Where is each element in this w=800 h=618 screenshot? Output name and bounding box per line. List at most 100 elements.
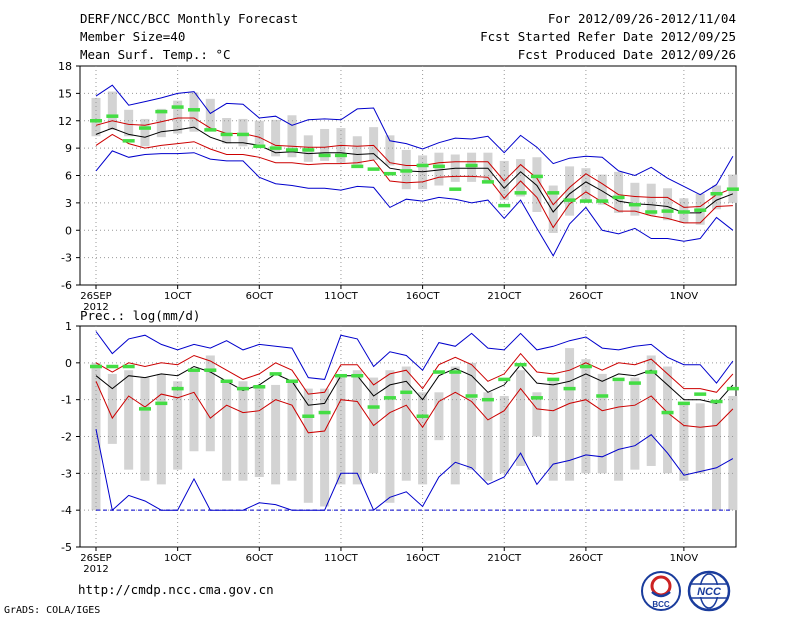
median-marker: [90, 119, 102, 123]
spread-box: [646, 355, 656, 466]
median-marker: [204, 128, 217, 132]
x-tick-label: 26SEP: [80, 291, 111, 302]
median-marker: [90, 364, 102, 369]
spread-box: [581, 359, 591, 474]
x-tick-label: 16OCT: [406, 553, 441, 564]
spread-box: [516, 159, 526, 197]
spread-box: [548, 185, 558, 233]
median-marker: [416, 163, 429, 168]
median-marker: [628, 381, 641, 385]
spread-box: [140, 377, 150, 481]
x-tick-label: 21OCT: [487, 553, 522, 564]
median-marker: [302, 148, 315, 152]
median-marker: [318, 153, 331, 158]
precipitation-panel-title: Prec.: log(mm/d): [80, 308, 200, 323]
median-marker: [269, 372, 282, 376]
member-size-label: Member Size=40: [80, 29, 186, 44]
median-marker: [236, 386, 249, 391]
spread-box: [401, 366, 411, 481]
spread-box: [189, 370, 199, 452]
median-marker: [596, 199, 609, 203]
y-tick-label: 15: [58, 87, 72, 100]
median-marker: [253, 385, 266, 389]
median-marker: [171, 386, 184, 391]
spread-box: [450, 366, 460, 485]
median-marker: [334, 373, 347, 378]
median-marker: [596, 394, 609, 398]
spread-box: [369, 127, 379, 160]
spread-box: [483, 152, 493, 182]
spread-box: [597, 373, 607, 474]
spread-box: [418, 155, 428, 190]
source-url[interactable]: http://cmdp.ncc.cma.gov.cn: [78, 582, 274, 597]
spread-box: [532, 392, 542, 437]
spread-box: [107, 91, 117, 130]
median-marker: [171, 105, 184, 109]
spread-box: [320, 128, 330, 161]
median-marker: [285, 148, 298, 152]
y-tick-label: 12: [58, 115, 72, 128]
spread-box: [712, 185, 722, 210]
variable-label: Mean Surf. Temp.: °C: [80, 47, 231, 62]
median-marker: [677, 401, 690, 406]
median-marker: [514, 362, 527, 367]
y-tick-label: -4: [61, 504, 72, 517]
median-marker: [383, 171, 396, 176]
median-marker: [367, 405, 380, 409]
median-marker: [187, 368, 200, 372]
median-marker: [514, 191, 527, 195]
median-marker: [400, 390, 413, 395]
median-marker: [204, 368, 217, 372]
median-marker: [481, 397, 494, 402]
spread-box: [467, 362, 477, 470]
spread-box: [516, 370, 526, 466]
inner-upper-line: [95, 352, 734, 395]
median-marker: [351, 164, 364, 169]
x-tick-year-label: 2012: [83, 564, 108, 575]
spread-box: [630, 182, 640, 216]
forecast-started-label: Fcst Started Refer Date 2012/09/25: [480, 29, 736, 44]
spread-box: [107, 373, 117, 444]
ncc-logo-text: NCC: [697, 586, 722, 598]
inner-upper-line: [95, 117, 734, 208]
median-marker: [269, 146, 282, 150]
spread-box: [303, 388, 313, 503]
spread-box: [434, 392, 444, 441]
spread-box: [222, 381, 232, 481]
median-marker: [645, 370, 658, 374]
median-marker: [628, 202, 641, 207]
spread-box: [287, 381, 297, 481]
y-tick-label: 3: [65, 197, 72, 210]
x-tick-label: 6OCT: [246, 553, 274, 564]
spread-box: [205, 355, 215, 452]
median-marker: [481, 180, 494, 184]
spread-box: [140, 118, 150, 147]
spread-box: [205, 98, 215, 130]
y-tick-label: -1: [61, 394, 72, 407]
median-marker: [367, 167, 380, 171]
median-marker: [416, 414, 429, 418]
median-marker: [351, 373, 364, 378]
median-marker: [726, 187, 739, 191]
y-tick-label: -3: [61, 467, 72, 480]
spread-box: [467, 152, 477, 182]
median-marker: [138, 407, 151, 411]
median-marker: [563, 386, 576, 391]
median-marker: [155, 109, 168, 114]
median-marker: [694, 208, 707, 212]
spread-box: [222, 118, 232, 144]
spread-box: [156, 373, 166, 485]
median-marker: [138, 126, 151, 130]
y-tick-label: 0: [65, 357, 72, 370]
spread-box: [156, 108, 166, 138]
spread-box: [581, 168, 591, 203]
x-tick-label: 26OCT: [569, 291, 604, 302]
median-marker: [677, 210, 690, 214]
spread-box: [189, 92, 199, 132]
spread-box: [124, 109, 134, 137]
x-tick-label: 21OCT: [487, 291, 522, 302]
outer-upper-line: [95, 84, 734, 196]
